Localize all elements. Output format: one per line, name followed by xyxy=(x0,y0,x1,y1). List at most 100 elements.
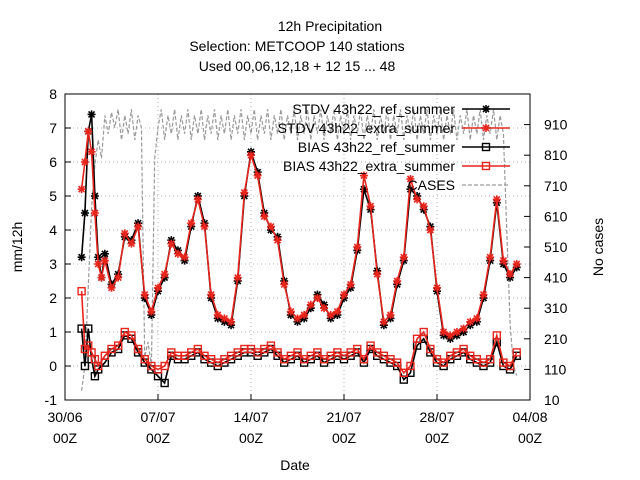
data-point-marker xyxy=(87,147,96,156)
data-point-marker xyxy=(140,355,149,364)
y-tick-label: 6 xyxy=(49,154,57,170)
x-axis-ticks: 30/06 00Z 07/07 00Z 14/07 00Z 21/07 00Z 28/07 00Z… xyxy=(47,394,548,446)
title-line-2: Selection: METCOOP 140 stations xyxy=(189,38,404,54)
y-tick-label: -1 xyxy=(45,392,58,408)
data-point-marker xyxy=(379,317,388,326)
data-point-marker xyxy=(200,222,209,231)
data-point-marker xyxy=(80,361,90,371)
data-point-marker xyxy=(459,344,468,354)
data-point-marker xyxy=(426,226,435,234)
y-axis-ticks: -1 0 1 2 3 4 5 6 7 8 xyxy=(45,86,71,408)
data-point-marker xyxy=(100,249,109,258)
data-point-marker xyxy=(366,202,375,211)
y-tick-label: 0 xyxy=(49,358,57,374)
data-point-marker xyxy=(313,348,322,357)
data-point-marker xyxy=(399,253,408,262)
y2-tick-label: 710 xyxy=(544,178,568,194)
data-point-marker xyxy=(346,280,355,289)
data-point-marker xyxy=(452,328,461,336)
data-point-marker xyxy=(77,287,86,296)
y-tick-label: 2 xyxy=(49,290,57,306)
data-point-marker xyxy=(207,290,216,299)
data-point-marker xyxy=(240,188,249,197)
data-point-marker xyxy=(260,212,269,221)
data-point-marker xyxy=(233,273,242,282)
data-point-marker xyxy=(193,344,203,354)
y-axis-label: mm/12h xyxy=(9,222,25,273)
y-tick-label: 4 xyxy=(49,222,57,238)
x-tick-hour-label: 00Z xyxy=(239,430,264,446)
data-point-marker xyxy=(94,260,103,268)
data-point-marker xyxy=(412,334,422,343)
data-point-marker xyxy=(359,355,369,364)
data-point-marker xyxy=(439,328,448,336)
data-point-marker xyxy=(80,158,89,166)
y2-tick-label: 310 xyxy=(544,300,568,316)
x-tick-date-label: 28/07 xyxy=(419,409,454,425)
x-tick-date-label: 07/07 xyxy=(140,409,175,425)
data-point-marker xyxy=(433,283,441,292)
data-point-marker xyxy=(273,348,282,357)
data-point-marker xyxy=(113,341,123,350)
legend-label: STDV 43h22_extra_summer xyxy=(278,120,456,136)
data-point-marker xyxy=(253,171,262,180)
data-point-marker xyxy=(459,324,468,333)
data-point-marker xyxy=(472,314,481,323)
data-point-marker xyxy=(505,361,515,371)
data-point-marker xyxy=(133,344,143,354)
series-stdv-43h22-extra-summer xyxy=(77,127,521,340)
data-point-marker xyxy=(486,253,495,262)
data-point-marker xyxy=(419,327,428,337)
data-point-marker xyxy=(193,195,202,204)
x-tick-date-label: 30/06 xyxy=(47,409,82,425)
data-point-marker xyxy=(320,304,329,313)
y2-tick-label: 810 xyxy=(544,147,568,163)
data-point-marker xyxy=(187,219,196,228)
x-tick-date-label: 14/07 xyxy=(233,409,268,425)
data-point-marker xyxy=(84,324,93,333)
y2-tick-label: 410 xyxy=(544,270,568,286)
data-point-marker xyxy=(439,358,448,367)
legend-label: CASES xyxy=(408,177,455,193)
y-tick-label: 1 xyxy=(49,324,57,340)
y-tick-label: 5 xyxy=(49,188,57,204)
series-cases xyxy=(81,109,518,391)
x-tick-date-label: 04/08 xyxy=(512,409,547,425)
data-point-marker xyxy=(173,249,182,258)
data-point-marker xyxy=(446,331,455,340)
data-point-marker xyxy=(154,283,162,292)
series-layer xyxy=(77,109,521,391)
y-tick-label: 8 xyxy=(49,86,57,102)
y2-tick-label: 10 xyxy=(544,392,560,408)
data-point-marker xyxy=(286,307,295,316)
data-point-marker xyxy=(512,260,521,268)
data-point-marker xyxy=(366,341,375,350)
data-point-marker xyxy=(479,290,488,299)
data-point-marker xyxy=(333,307,342,316)
legend-swatch-marker xyxy=(481,142,491,152)
data-point-marker xyxy=(266,341,276,350)
series-line xyxy=(80,131,518,337)
data-point-marker xyxy=(293,314,302,323)
data-point-marker xyxy=(107,283,116,292)
data-point-marker xyxy=(120,229,129,238)
data-point-marker xyxy=(413,195,422,204)
data-point-marker xyxy=(466,317,475,326)
data-point-marker xyxy=(373,270,382,279)
y2-tick-label: 910 xyxy=(544,117,568,133)
series-bias-43h22-extra-summer xyxy=(77,287,521,377)
data-point-marker xyxy=(492,195,501,204)
data-point-marker xyxy=(499,256,508,265)
legend-label: BIAS 43h22_ref_summer xyxy=(298,139,456,155)
x-tick-hour-label: 00Z xyxy=(518,430,543,446)
data-point-marker xyxy=(247,151,255,160)
title-line-3: Used 00,06,12,18 + 12 15 ... 48 xyxy=(199,58,396,74)
series-line xyxy=(81,109,518,391)
x-tick-date-label: 21/07 xyxy=(326,409,361,425)
data-point-marker xyxy=(77,253,86,262)
data-point-marker xyxy=(353,243,362,251)
legend-swatch-marker xyxy=(481,161,491,171)
x-tick-hour-label: 00Z xyxy=(425,430,450,446)
data-point-marker xyxy=(97,273,106,282)
